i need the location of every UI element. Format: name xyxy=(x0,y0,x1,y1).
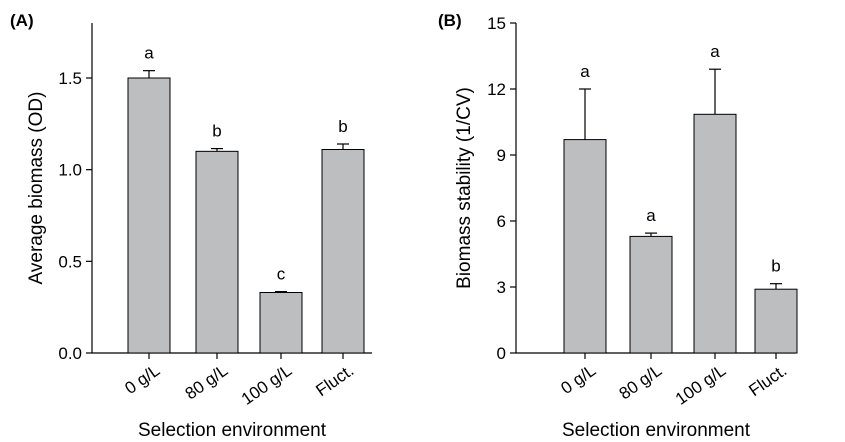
x-tick-label: 0 g/L xyxy=(121,361,163,398)
bar xyxy=(563,139,607,354)
x-axis-title: Selection environment xyxy=(562,420,751,441)
x-axis-title: Selection environment xyxy=(138,420,327,441)
y-tick-label: 15 xyxy=(487,14,506,33)
significance-letter: a xyxy=(710,42,720,61)
y-tick-label: 9 xyxy=(497,146,506,165)
bar xyxy=(754,288,798,354)
significance-letter: c xyxy=(277,265,286,284)
y-tick-label: 0 xyxy=(497,344,506,363)
y-tick-label: 3 xyxy=(497,278,506,297)
significance-letter: b xyxy=(212,122,221,141)
significance-letter: b xyxy=(338,117,347,136)
panel-label: (A) xyxy=(10,11,34,30)
significance-letter: a xyxy=(646,206,656,225)
bar xyxy=(321,149,365,354)
y-axis-title: Average biomass (OD) xyxy=(26,92,47,285)
x-tick-label: Fluct. xyxy=(312,361,357,400)
x-tick-label: 100 g/L xyxy=(238,361,295,409)
y-tick-label: 0.5 xyxy=(58,252,82,271)
x-tick-label: Fluct. xyxy=(745,361,790,400)
significance-letter: a xyxy=(580,62,590,81)
panel-a: (A) 0.0 0.5 1.0 1.5 Average biomass (OD) Selec… xyxy=(10,11,372,441)
significance-letter: a xyxy=(144,44,154,63)
panel-b: (B) 0 3 6 9 12 15 Biomass stability (1/CV) Selec… xyxy=(438,11,798,441)
y-axis-title: Biomass stability (1/CV) xyxy=(454,87,475,289)
x-tick-label: 80 g/L xyxy=(182,361,232,404)
x-tick-label: 100 g/L xyxy=(672,361,729,409)
bar xyxy=(693,113,737,354)
y-tick-label: 0.0 xyxy=(58,344,82,363)
x-tick-label: 0 g/L xyxy=(557,361,599,398)
y-tick-label: 12 xyxy=(487,80,506,99)
bar xyxy=(127,77,171,354)
significance-letter: b xyxy=(771,257,780,276)
panel-label: (B) xyxy=(438,11,462,30)
bar xyxy=(259,292,303,354)
bar xyxy=(195,150,239,354)
y-tick-label: 6 xyxy=(497,212,506,231)
bar xyxy=(629,235,673,354)
y-tick-label: 1.0 xyxy=(58,161,82,180)
y-tick-label: 1.5 xyxy=(58,69,82,88)
x-tick-label: 80 g/L xyxy=(616,361,666,404)
